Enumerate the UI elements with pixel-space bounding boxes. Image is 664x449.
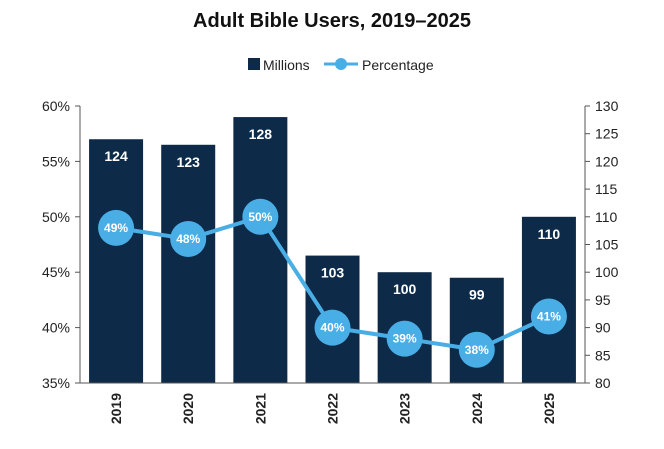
y-right-tick-label: 80 [595, 375, 611, 391]
percentage-value-label: 38% [465, 343, 489, 357]
percentage-point [98, 209, 135, 246]
percentage-point [386, 320, 423, 357]
y-right-tick-label: 115 [595, 181, 618, 197]
bar-value-label: 128 [249, 126, 273, 142]
legend-marker-percentage [335, 58, 347, 70]
y-left-tick-label: 60% [42, 98, 70, 114]
y-right-tick-label: 85 [595, 347, 611, 363]
legend-swatch-millions [248, 58, 260, 70]
y-left-tick-label: 45% [42, 264, 70, 280]
percentage-point [242, 198, 279, 235]
x-axis: 2019 2020 2021 2022 2023 2024 2025 [80, 382, 585, 424]
y-axis-right: 80 85 90 95 100 105 110 115 120 125 130 [584, 98, 619, 391]
percentage-value-label: 48% [176, 232, 200, 246]
bar-series: 124 123 128 103 100 99 110 [89, 117, 576, 383]
percentage-value-label: 41% [537, 310, 561, 324]
y-right-tick-label: 125 [595, 126, 619, 142]
x-tick-label: 2023 [397, 393, 413, 424]
bar-value-label: 123 [177, 154, 201, 170]
x-tick-label: 2019 [108, 393, 124, 424]
bar-value-label: 103 [321, 265, 345, 281]
y-axis-left: 35% 40% 45% 50% 55% 60% [42, 98, 81, 391]
y-right-tick-label: 100 [595, 264, 619, 280]
x-tick-label: 2025 [541, 393, 557, 424]
percentage-point [314, 309, 351, 346]
percentage-value-label: 40% [320, 321, 344, 335]
bar [161, 144, 216, 383]
bar [89, 139, 144, 383]
bar-value-label: 110 [538, 226, 561, 242]
percentage-point [530, 298, 567, 335]
percentage-value-label: 49% [104, 221, 128, 235]
x-tick-label: 2024 [469, 393, 485, 424]
bar-value-label: 100 [393, 281, 417, 297]
legend: Millions Percentage [248, 57, 434, 73]
percentage-value-label: 39% [393, 332, 417, 346]
y-left-tick-label: 35% [42, 375, 70, 391]
x-tick-label: 2021 [252, 393, 268, 424]
percentage-point [170, 220, 207, 257]
y-right-tick-label: 130 [595, 98, 619, 114]
chart-title: Adult Bible Users, 2019–2025 [193, 10, 471, 32]
y-right-tick-label: 120 [595, 153, 619, 169]
percentage-point [458, 331, 495, 368]
bar [233, 117, 288, 383]
line-series: 49% 48% 50% 40% 39% 38% 41% [98, 198, 567, 368]
y-left-tick-label: 40% [42, 320, 70, 336]
bar-value-label: 124 [104, 148, 128, 164]
y-left-tick-label: 55% [42, 153, 70, 169]
bar-value-label: 99 [469, 287, 485, 303]
y-right-tick-label: 110 [595, 209, 618, 225]
y-right-tick-label: 95 [595, 292, 611, 308]
x-tick-label: 2022 [325, 393, 341, 424]
percentage-value-label: 50% [248, 210, 272, 224]
legend-label-percentage: Percentage [362, 57, 434, 73]
legend-label-millions: Millions [263, 57, 310, 73]
y-left-tick-label: 50% [42, 209, 70, 225]
y-right-tick-label: 105 [595, 237, 619, 253]
y-right-tick-label: 90 [595, 320, 611, 336]
x-tick-label: 2020 [180, 393, 196, 424]
